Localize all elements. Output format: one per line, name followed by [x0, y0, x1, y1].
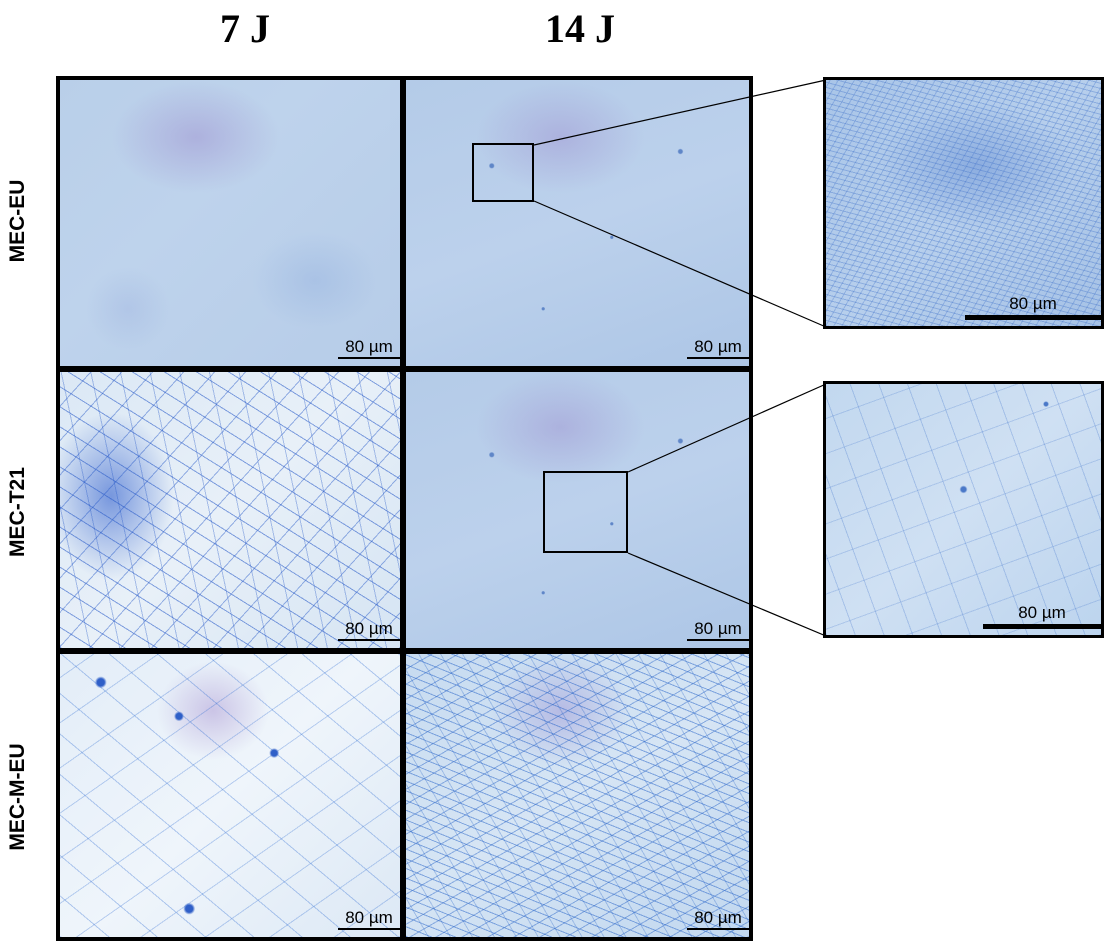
micrograph-mec-m-eu-7j: 80 µm	[60, 654, 400, 937]
scale-bar: 80 µm	[983, 603, 1101, 629]
inset-zoom-mec-eu-14j: 80 µm	[823, 77, 1104, 329]
scale-bar-label: 80 µm	[694, 619, 742, 638]
row-label-mec-eu: MEC-EU	[6, 179, 29, 263]
scale-bar-line	[687, 928, 749, 930]
scale-bar: 80 µm	[338, 909, 400, 931]
micrograph-grid: 80 µm 80 µm 80 µm 80 µm 80 µm 80 µm	[56, 76, 753, 941]
scale-bar-line	[687, 639, 749, 641]
zoom-region-mec-eu	[472, 143, 534, 202]
scale-bar-line	[338, 928, 400, 930]
micrograph-mec-eu-7j: 80 µm	[60, 80, 400, 366]
scale-bar: 80 µm	[338, 338, 400, 360]
micrograph-mec-t21-7j: 80 µm	[60, 372, 400, 648]
scale-bar-label: 80 µm	[1009, 294, 1057, 313]
scale-bar: 80 µm	[687, 909, 749, 931]
column-title-7j: 7 J	[220, 6, 270, 51]
zoom-region-mec-t21	[543, 471, 628, 553]
scale-bar-label: 80 µm	[694, 337, 742, 356]
column-title-14j: 14 J	[545, 6, 615, 51]
scale-bar-line	[983, 624, 1101, 629]
row-label-mec-m-eu: MEC-M-EU	[6, 743, 29, 851]
scale-bar-line	[338, 639, 400, 641]
scale-bar: 80 µm	[965, 294, 1101, 320]
scale-bar: 80 µm	[687, 338, 749, 360]
scale-bar-label: 80 µm	[345, 908, 393, 927]
micrograph-mec-eu-14j: 80 µm	[406, 80, 749, 366]
scale-bar: 80 µm	[687, 620, 749, 642]
scale-bar: 80 µm	[338, 620, 400, 642]
scale-bar-line	[687, 357, 749, 359]
micrograph-mec-m-eu-14j: 80 µm	[406, 654, 749, 937]
scale-bar-line	[965, 315, 1101, 320]
scale-bar-label: 80 µm	[345, 337, 393, 356]
scale-bar-label: 80 µm	[1018, 603, 1066, 622]
scale-bar-line	[338, 357, 400, 359]
row-label-mec-t21: MEC-T21	[6, 467, 29, 557]
scale-bar-label: 80 µm	[345, 619, 393, 638]
scale-bar-label: 80 µm	[694, 908, 742, 927]
inset-zoom-mec-t21-14j: 80 µm	[823, 381, 1104, 638]
